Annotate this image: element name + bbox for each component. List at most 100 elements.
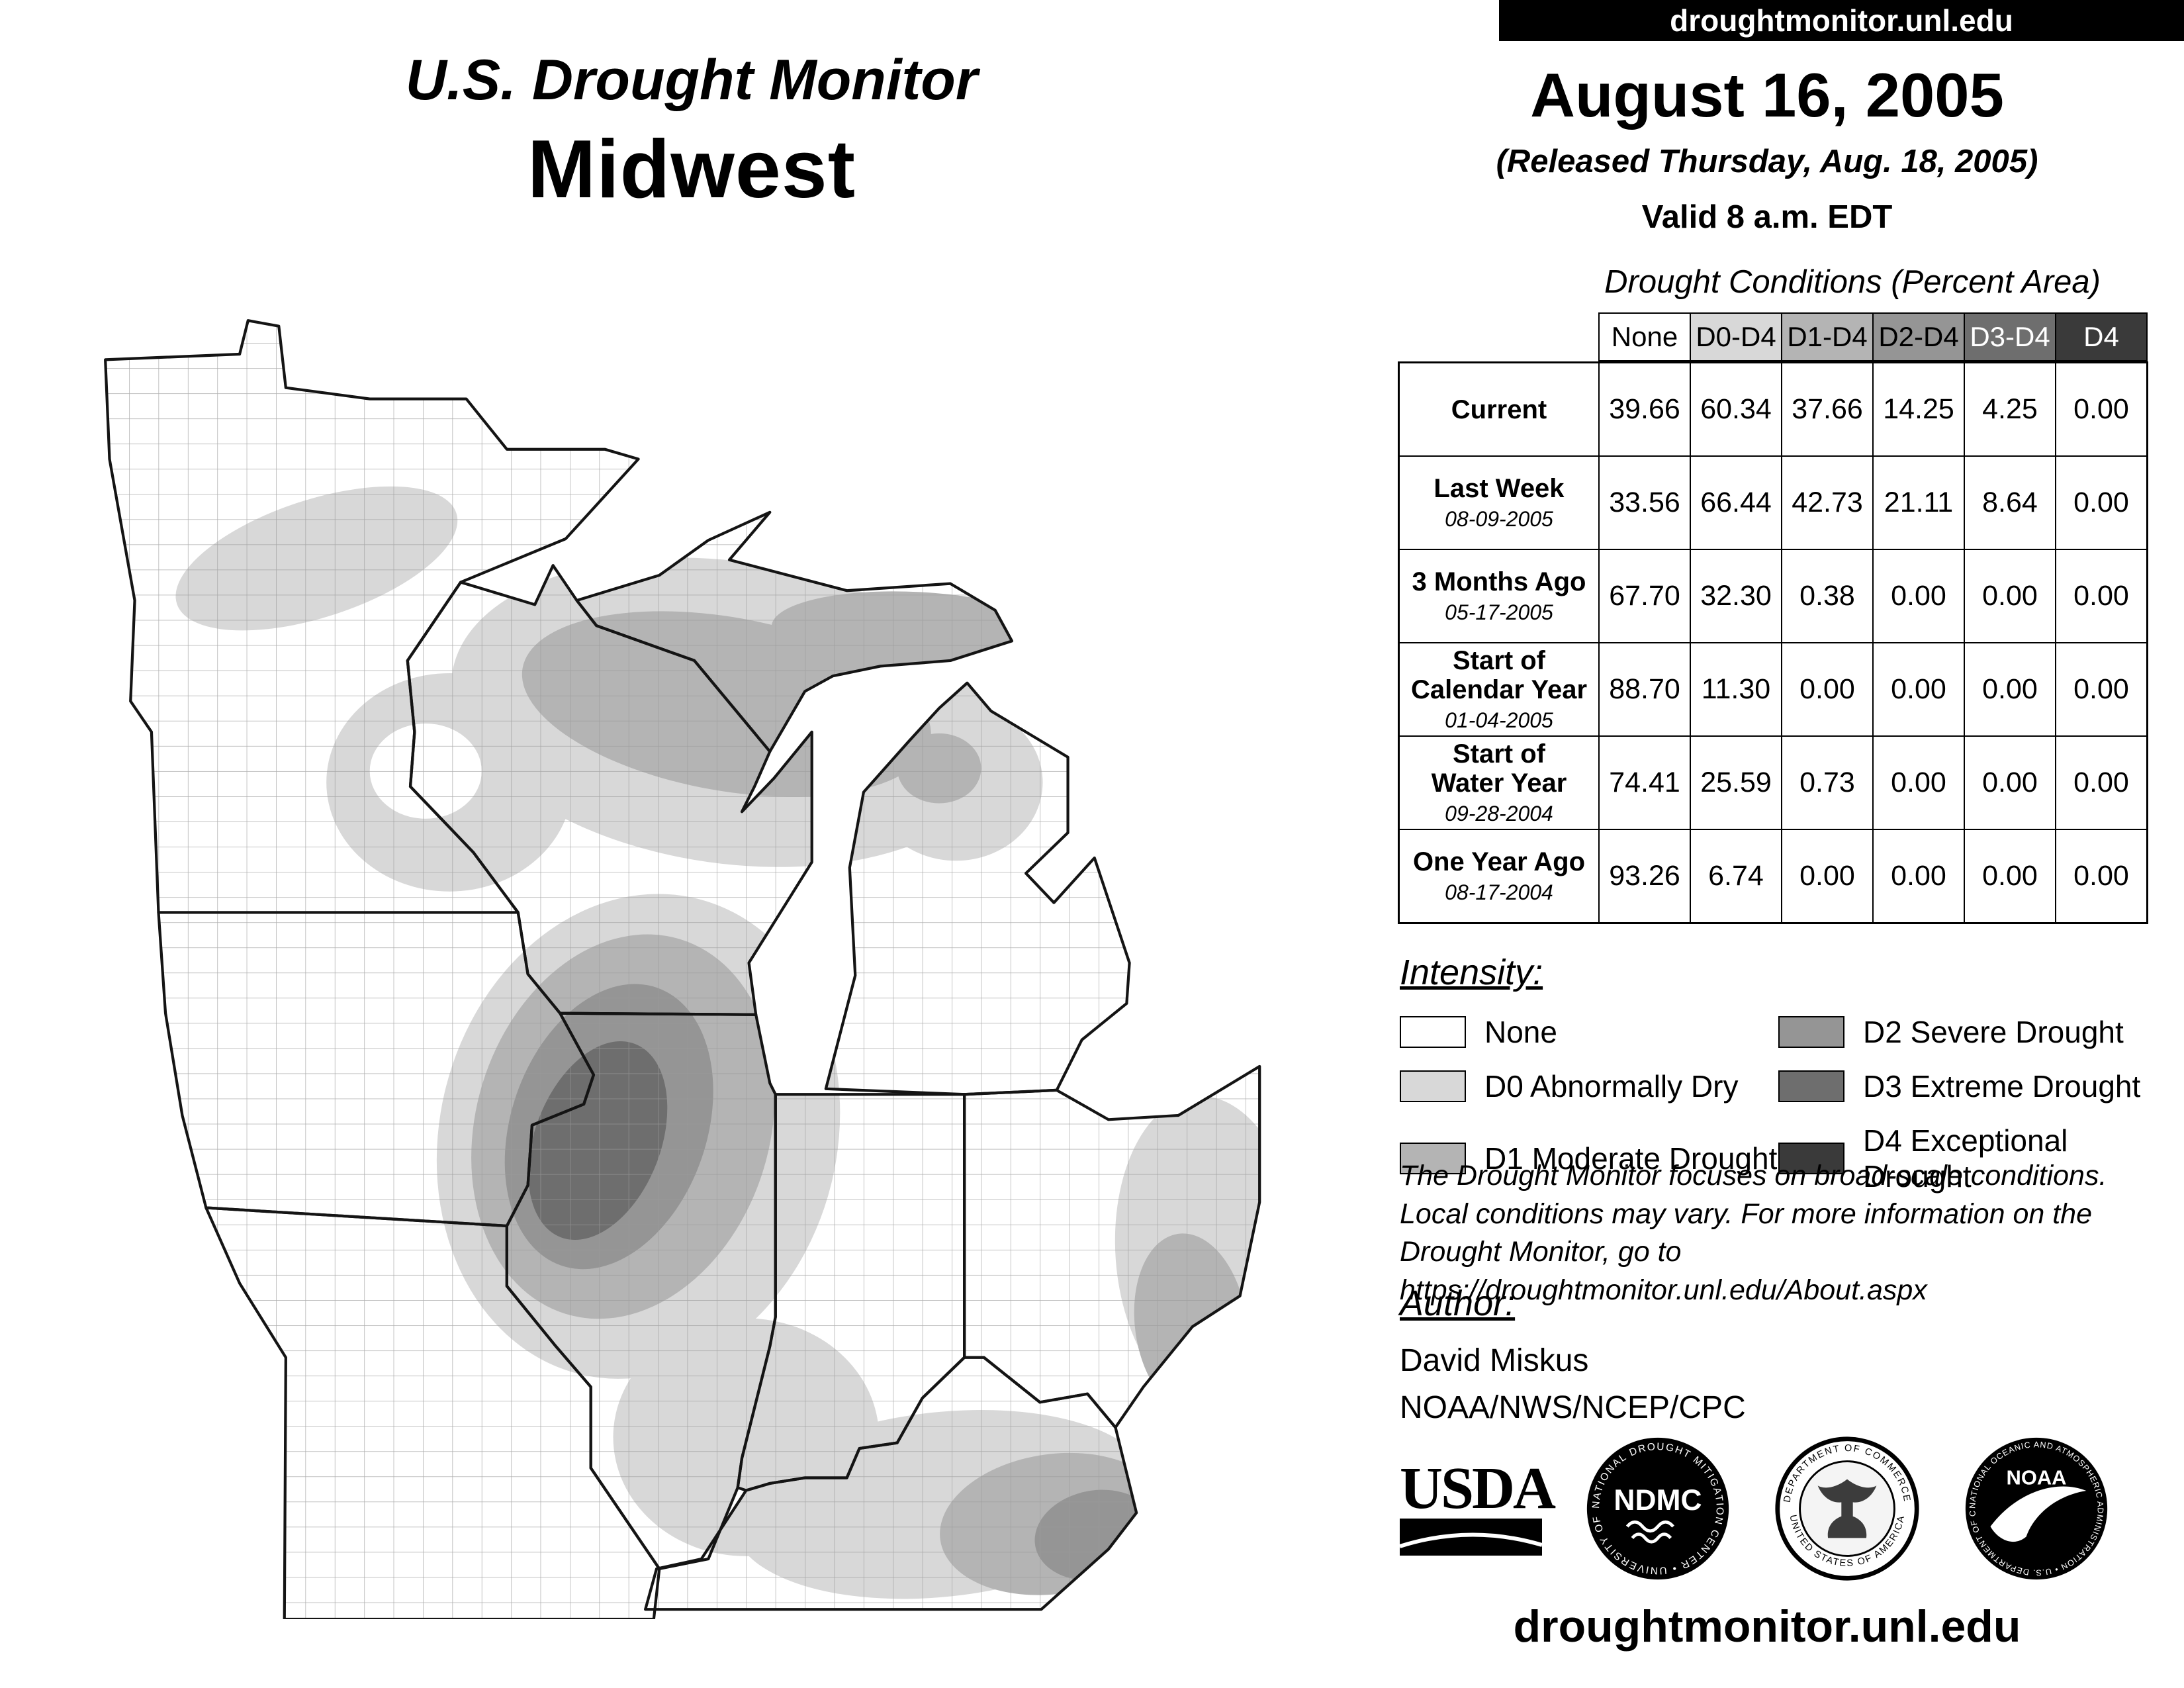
column-header-none: None <box>1600 314 1690 360</box>
author-title: Author: <box>1400 1284 1516 1323</box>
cell-current-d2: 14.25 <box>1874 363 1964 455</box>
title-block: U.S. Drought Monitor Midwest <box>195 48 1188 216</box>
released-date: (Released Thursday, Aug. 18, 2005) <box>1496 144 2038 179</box>
column-header-d0-d4: D0-D4 <box>1691 314 1781 360</box>
valid-time: Valid 8 a.m. EDT <box>1641 199 1893 235</box>
county-grid <box>105 320 1260 1619</box>
state-kentucky <box>644 1356 1138 1611</box>
legend-item-none: None <box>1400 1014 1778 1050</box>
column-header-d1-d4: D1-D4 <box>1782 314 1872 360</box>
ndmc-logo: NATIONAL DROUGHT MITIGATION CENTER • UNI… <box>1586 1437 1729 1580</box>
column-header-d4: D4 <box>2056 314 2146 360</box>
intensity-legend: Intensity: None D0 Abnormally Dry D1 Mod… <box>1400 952 2184 1194</box>
cell-scy-d1: 0.00 <box>1782 643 1872 735</box>
cell-scy-d3: 0.00 <box>1965 643 2055 735</box>
cell-scy-d4: 0.00 <box>2056 643 2146 735</box>
author-org: NOAA/NWS/NCEP/CPC <box>1400 1390 1746 1425</box>
cell-1yr-none: 93.26 <box>1600 830 1690 922</box>
state-michigan-lower <box>824 681 1131 1096</box>
cell-swy-d1: 0.73 <box>1782 737 1872 829</box>
noaa-logo: NATIONAL OCEANIC AND ATMOSPHERIC ADMINIS… <box>1965 1437 2108 1580</box>
region-title: Midwest <box>527 124 856 215</box>
row-label-3-months-ago: 3 Months Ago 05-17-2005 <box>1400 550 1598 642</box>
legend-item-d3: D3 Extreme Drought <box>1778 1068 2184 1104</box>
eagle-emblem <box>1817 1479 1877 1538</box>
d2-swatch <box>1778 1016 1844 1048</box>
cell-scy-d0: 11.30 <box>1691 643 1781 735</box>
row-label-start-calendar-year: Start of Calendar Year 01-04-2005 <box>1400 643 1598 735</box>
cell-scy-none: 88.70 <box>1600 643 1690 735</box>
d0-swatch <box>1400 1070 1466 1102</box>
midwest-drought-map <box>104 319 1261 1621</box>
cell-swy-d3: 0.00 <box>1965 737 2055 829</box>
cell-3mo-d3: 0.00 <box>1965 550 2055 642</box>
cell-1yr-d1: 0.00 <box>1782 830 1872 922</box>
cell-current-d4: 0.00 <box>2056 363 2146 455</box>
column-header-d2-d4: D2-D4 <box>1874 314 1964 360</box>
legend-grid: None D0 Abnormally Dry D1 Moderate Droug… <box>1400 1014 2184 1194</box>
cell-lastweek-d0: 66.44 <box>1691 457 1781 549</box>
d1-swatch <box>1400 1143 1466 1174</box>
cell-1yr-d4: 0.00 <box>2056 830 2146 922</box>
usda-logo: USDA <box>1399 1458 1556 1559</box>
cell-3mo-d2: 0.00 <box>1874 550 1964 642</box>
row-label-last-week: Last Week 08-09-2005 <box>1400 457 1598 549</box>
row-label-one-year-ago: One Year Ago 08-17-2004 <box>1400 830 1598 922</box>
legend-item-d2: D2 Severe Drought <box>1778 1014 2184 1050</box>
page-title: U.S. Drought Monitor <box>405 48 978 112</box>
usda-logo-bar <box>1399 1518 1543 1556</box>
cell-lastweek-d2: 21.11 <box>1874 457 1964 549</box>
legend-item-d4: D4 Exceptional Drought <box>1778 1123 2184 1194</box>
cell-current-none: 39.66 <box>1600 363 1690 455</box>
row-label-current: Current <box>1400 363 1598 455</box>
noaa-seabird-icon <box>1990 1486 2087 1542</box>
date-block: August 16, 2005 (Released Thursday, Aug.… <box>1416 60 2118 236</box>
cell-current-d3: 4.25 <box>1965 363 2055 455</box>
legend-item-d1: D1 Moderate Drought <box>1400 1123 1778 1194</box>
d3-swatch <box>1778 1070 1844 1102</box>
d4-swatch <box>1778 1143 1844 1174</box>
disclaimer-text: The Drought Monitor focuses on broad-sca… <box>1400 1160 2107 1306</box>
cell-3mo-d4: 0.00 <box>2056 550 2146 642</box>
cell-1yr-d0: 6.74 <box>1691 830 1781 922</box>
cell-swy-d4: 0.00 <box>2056 737 2146 829</box>
map-container <box>99 318 1261 1621</box>
cell-3mo-none: 67.70 <box>1600 550 1690 642</box>
legend-title: Intensity: <box>1400 953 1543 992</box>
topbar-url[interactable]: droughtmonitor.unl.edu <box>1499 0 2184 41</box>
footer-url[interactable]: droughtmonitor.unl.edu <box>1513 1601 2021 1652</box>
cell-swy-d0: 25.59 <box>1691 737 1781 829</box>
author-name: David Miskus <box>1400 1343 1589 1378</box>
table-header-row: None D0-D4 D1-D4 D2-D4 D3-D4 D4 <box>1598 312 2148 361</box>
table-body: Current 39.66 60.34 37.66 14.25 4.25 0.0… <box>1398 361 2148 924</box>
cell-lastweek-d1: 42.73 <box>1782 457 1872 549</box>
none-swatch <box>1400 1016 1466 1048</box>
cell-scy-d2: 0.00 <box>1874 643 1964 735</box>
row-label-start-water-year: Start of Water Year 09-28-2004 <box>1400 737 1598 829</box>
cell-swy-d2: 0.00 <box>1874 737 1964 829</box>
cell-current-d0: 60.34 <box>1691 363 1781 455</box>
cell-lastweek-d4: 0.00 <box>2056 457 2146 549</box>
cell-current-d1: 37.66 <box>1782 363 1872 455</box>
state-borders <box>104 319 1261 1621</box>
legend-item-d0: D0 Abnormally Dry <box>1400 1068 1778 1104</box>
cell-1yr-d2: 0.00 <box>1874 830 1964 922</box>
agency-logos: USDA NATIONAL DROUGHT MITIGATION CENTER … <box>1399 1435 2110 1582</box>
commerce-seal-logo: DEPARTMENT OF COMMERCE UNITED STATES OF … <box>1775 1436 1919 1581</box>
svg-text:NOAA: NOAA <box>2007 1466 2067 1489</box>
column-header-d3-d4: D3-D4 <box>1965 314 2055 360</box>
author-block: Author: David Miskus NOAA/NWS/NCEP/CPC <box>1400 1283 1746 1426</box>
cell-lastweek-d3: 8.64 <box>1965 457 2055 549</box>
cell-1yr-d3: 0.00 <box>1965 830 2055 922</box>
cell-3mo-d1: 0.38 <box>1782 550 1872 642</box>
state-michigan-upper <box>575 510 1014 753</box>
drought-shading <box>105 320 1260 1619</box>
state-missouri <box>205 1206 661 1621</box>
cell-lastweek-none: 33.56 <box>1600 457 1690 549</box>
cell-3mo-d0: 32.30 <box>1691 550 1781 642</box>
table-title: Drought Conditions (Percent Area) <box>1604 264 2101 300</box>
map-date: August 16, 2005 <box>1530 60 2004 130</box>
drought-conditions-table: None D0-D4 D1-D4 D2-D4 D3-D4 D4 Current … <box>1398 312 2148 924</box>
svg-text:NDMC: NDMC <box>1614 1484 1702 1517</box>
